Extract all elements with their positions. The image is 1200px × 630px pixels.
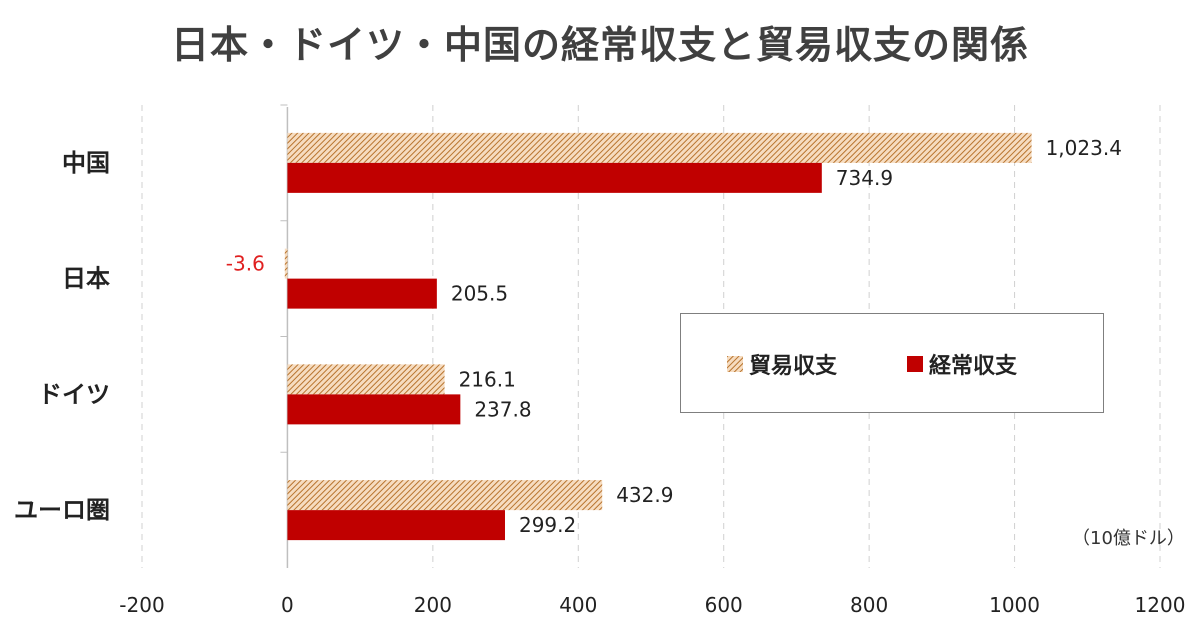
bar-current-account: [287, 162, 822, 193]
x-tick-label: 0: [281, 593, 294, 617]
legend-label-trade: 貿易収支: [749, 354, 838, 379]
data-label: 216.1: [459, 367, 516, 391]
category-label: ユーロ圏: [14, 496, 110, 524]
bar-trade-balance: [284, 248, 288, 279]
x-tick-label: 1200: [1135, 593, 1186, 617]
x-tick-label: 1000: [989, 593, 1040, 617]
x-tick-label: 400: [559, 593, 597, 617]
bar-current-account: [287, 278, 437, 309]
bar-trade-balance: [287, 364, 445, 395]
legend-item-current: 経常収支: [907, 348, 1017, 380]
legend: 貿易収支 経常収支: [680, 313, 1104, 413]
data-label: 432.9: [616, 483, 673, 507]
data-label: 1,023.4: [1046, 136, 1122, 160]
chart-title: 日本・ドイツ・中国の経常収支と貿易収支の関係: [170, 23, 1029, 67]
x-tick-label: 200: [414, 593, 452, 617]
bar-trade-balance: [287, 132, 1032, 163]
data-label: 299.2: [519, 513, 576, 537]
data-label: 734.9: [836, 166, 893, 190]
bar-current-account: [287, 394, 461, 425]
data-label: -3.6: [226, 252, 265, 276]
bar-trade-balance: [287, 480, 603, 511]
data-label: 205.5: [451, 282, 508, 306]
x-tick-label: 600: [705, 593, 743, 617]
bar-current-account: [287, 510, 505, 541]
unit-label: （10億ドル）: [1072, 528, 1185, 549]
category-label: 日本: [62, 265, 110, 293]
data-label: 237.8: [474, 397, 531, 421]
x-tick-label: 800: [850, 593, 888, 617]
legend-item-trade: 貿易収支: [727, 348, 837, 380]
legend-swatch-hatched: [727, 356, 743, 372]
legend-swatch-solid: [907, 356, 923, 372]
category-label: ドイツ: [38, 380, 110, 408]
category-label: 中国: [62, 149, 110, 177]
legend-label-current: 経常収支: [929, 354, 1018, 379]
x-tick-label: -200: [119, 593, 164, 617]
